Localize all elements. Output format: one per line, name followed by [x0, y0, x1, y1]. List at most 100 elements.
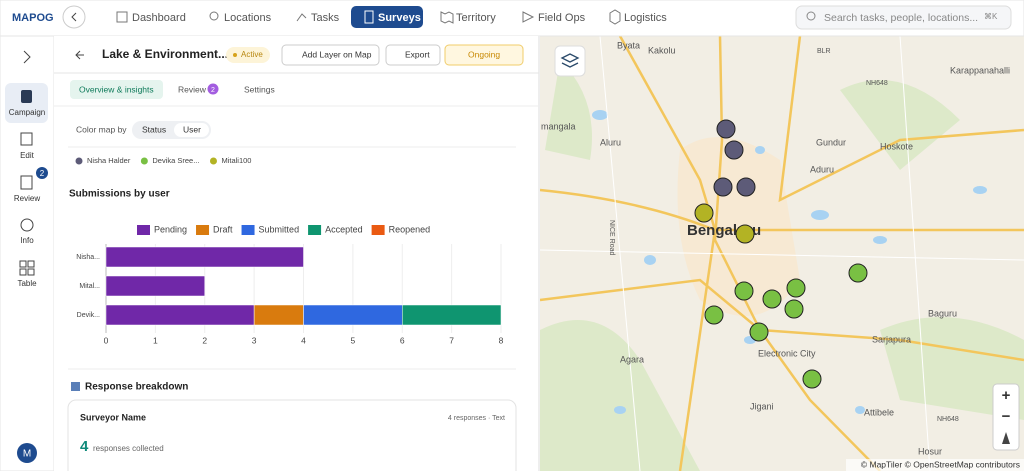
map-label: Hosur [918, 446, 942, 456]
sidebar-item[interactable]: Review [14, 194, 40, 203]
sidebar-item[interactable]: Info [20, 236, 34, 245]
toggle-option[interactable]: User [183, 124, 201, 134]
panel-title: Lake & Environment... [102, 47, 228, 61]
map-label: Kakolu [648, 45, 676, 55]
marker[interactable] [784, 299, 804, 319]
marker[interactable] [734, 281, 754, 301]
marker[interactable] [762, 289, 782, 309]
attribution: © MapTiler © OpenStreetMap contributors [861, 459, 1020, 469]
marker[interactable] [786, 278, 806, 298]
avatar[interactable]: M [23, 449, 31, 460]
button[interactable] [444, 44, 524, 66]
x-tick-label: 7 [449, 335, 454, 345]
nav-item[interactable]: Territory [456, 12, 496, 24]
map: Byata Kakolu BLR Karappanahalli NH648 ma… [539, 35, 1024, 472]
nav-item[interactable]: Logistics [624, 12, 667, 24]
y-tick-label: Devik... [77, 312, 100, 319]
search-box[interactable] [795, 5, 1012, 30]
user-swatch [209, 157, 217, 165]
marker[interactable] [724, 140, 744, 160]
legend-swatch [196, 225, 210, 235]
user-swatch [140, 157, 148, 165]
badge: 2 [40, 169, 45, 178]
tab[interactable]: Overview & insights [79, 84, 154, 94]
label: Color map by [76, 124, 127, 134]
map-label: Byata [617, 40, 640, 50]
x-tick-label: 6 [400, 335, 405, 345]
x-tick-label: 3 [252, 335, 257, 345]
legend-label: Reopened [389, 224, 431, 234]
legend-swatch [371, 225, 385, 235]
map-markers [694, 119, 868, 389]
user-name: Devika Sree... [152, 156, 199, 165]
bar-segment [253, 304, 304, 326]
x-tick-label: 2 [202, 335, 207, 345]
marker[interactable] [749, 322, 769, 342]
nav-item[interactable]: Surveys [378, 12, 421, 24]
shortcut: ⌘K [984, 12, 998, 21]
map-label: NICE Road [608, 220, 615, 256]
marker[interactable] [704, 305, 724, 325]
user-swatch [75, 157, 83, 165]
tab[interactable]: Settings [244, 84, 275, 94]
layers-button[interactable] [554, 45, 586, 77]
marker[interactable] [848, 263, 868, 283]
nav-item[interactable]: Tasks [311, 12, 340, 24]
nav-item[interactable]: Locations [224, 12, 272, 24]
bar-segment [303, 304, 403, 326]
search-placeholder: Search tasks, people, locations... [824, 12, 978, 24]
map-label: Hoskote [880, 141, 913, 151]
legend-swatch [241, 225, 255, 235]
zoom-controls[interactable] [992, 383, 1020, 451]
x-tick-label: 1 [153, 335, 158, 345]
marker[interactable] [716, 119, 736, 139]
badge: 2 [211, 87, 215, 94]
legend-swatch [308, 225, 322, 235]
sidebar-item[interactable]: Edit [20, 151, 35, 160]
bar-segment [105, 304, 255, 326]
nav-item[interactable]: Field Ops [538, 12, 586, 24]
button[interactable] [385, 44, 441, 66]
logo[interactable]: MAPOG [12, 12, 54, 24]
marker[interactable] [736, 177, 756, 197]
map-label: Sarjapura [872, 334, 911, 344]
sidebar-item[interactable]: Campaign [9, 108, 45, 117]
marker[interactable] [713, 177, 733, 197]
map-label: NH648 [866, 80, 888, 87]
map-label: Aduru [810, 164, 834, 174]
button-label[interactable]: Add Layer on Map [302, 49, 372, 59]
svg-text:+: + [1002, 387, 1011, 404]
count-label: responses collected [93, 444, 164, 453]
back-button[interactable] [62, 5, 86, 29]
map-label: BLR [817, 48, 831, 55]
toggle-option[interactable]: Status [142, 124, 166, 134]
marker[interactable] [735, 224, 755, 244]
y-tick-label: Nisha... [76, 254, 100, 261]
x-tick-label: 0 [104, 335, 109, 345]
map-label: Gundur [816, 137, 846, 147]
legend-label: Pending [154, 224, 187, 234]
legend-swatch [137, 225, 150, 235]
tab[interactable]: Review [178, 84, 207, 94]
nav-item[interactable]: Dashboard [132, 12, 186, 24]
user-name: Mitali100 [221, 156, 251, 165]
button-label[interactable]: Ongoing [468, 49, 500, 59]
button[interactable] [281, 44, 380, 66]
legend-label: Accepted [325, 224, 363, 234]
section-heading: Submissions by user [69, 189, 170, 200]
marker[interactable] [694, 203, 714, 223]
bar-segment [402, 304, 502, 326]
map-label: Agara [620, 354, 644, 364]
map-label: Baguru [928, 308, 957, 318]
button-label[interactable]: Export [405, 49, 430, 59]
map-label: Jigani [750, 401, 774, 411]
sidebar-item[interactable]: Table [17, 279, 37, 288]
map-label: Karappanahalli [950, 65, 1010, 75]
card-meta: 4 responses · Text [448, 415, 505, 422]
map-label: mangala [541, 121, 576, 131]
x-tick-label: 5 [351, 335, 356, 345]
marker[interactable] [802, 369, 822, 389]
section-heading: Response breakdown [85, 382, 188, 393]
